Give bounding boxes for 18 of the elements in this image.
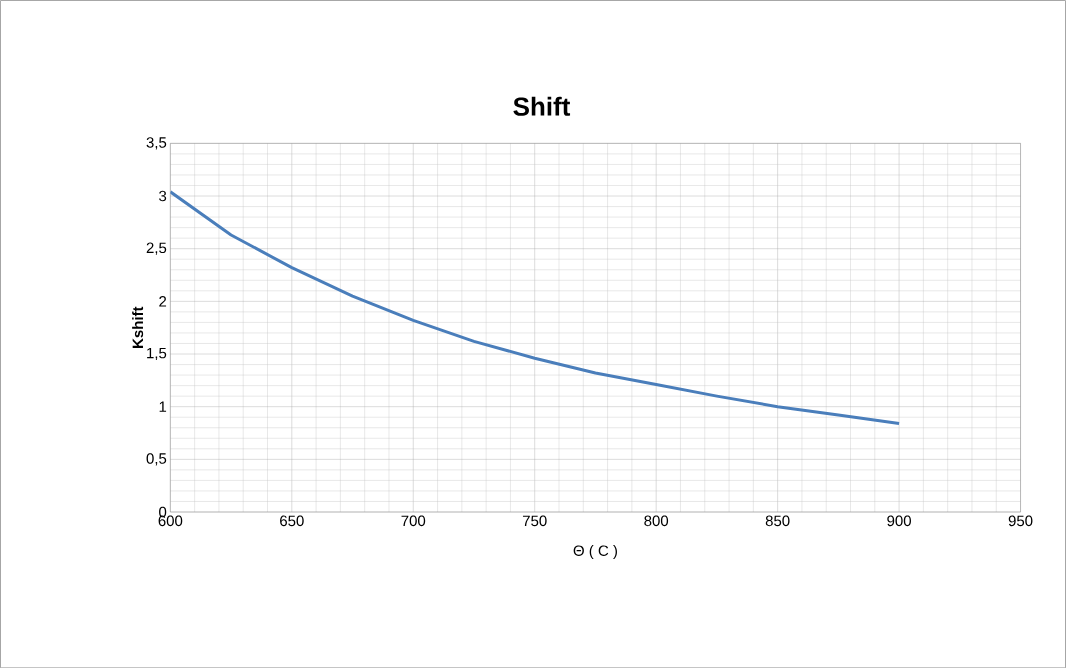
x-tick-label: 850: [765, 515, 790, 526]
y-tick-label: 3,5: [146, 136, 167, 150]
x-tick-label: 650: [280, 515, 304, 526]
y-tick-label: 2: [159, 295, 167, 307]
x-tick-label: 800: [644, 515, 669, 526]
x-axis-title: Θ ( C ): [573, 544, 617, 559]
y-tick-label: 0,5: [146, 452, 167, 466]
x-tick-label: 950: [1008, 515, 1033, 526]
y-tick-label: 1: [159, 401, 167, 412]
y-tick-label: 3: [159, 190, 167, 202]
chart-title: Shift: [513, 96, 571, 116]
y-axis-title: Kshift: [132, 306, 144, 348]
y-tick-label: 1,5: [147, 347, 167, 360]
x-tick-label: 750: [522, 515, 547, 526]
x-tick-label: 700: [401, 515, 426, 526]
line-series: [170, 190, 901, 425]
y-tick-label: 2,5: [146, 242, 167, 255]
x-tick-label: 900: [887, 515, 911, 526]
